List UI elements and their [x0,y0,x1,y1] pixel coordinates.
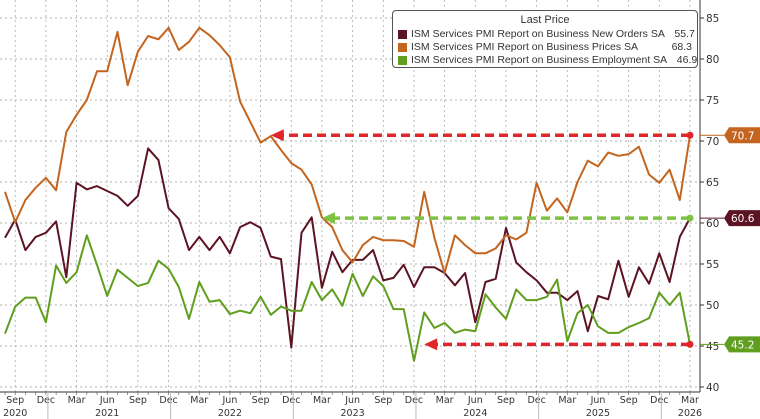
legend-value: 68.3 [671,41,692,53]
x-tick-label: Jun [344,395,360,406]
legend-item-new-orders: ISM Services PMI Report on Business New … [398,28,695,41]
y-tick-label: 80 [706,54,719,66]
x-year-label: 2022 [218,408,242,419]
y-tick-label: 70 [706,136,719,148]
arrow-end-dot [686,131,694,139]
legend-label: ISM Services PMI Report on Business Empl… [411,54,668,66]
y-tick-label: 85 [706,13,719,25]
x-year-label: 2025 [586,408,610,419]
x-tick-label: Sep [620,395,638,406]
legend-item-employment: ISM Services PMI Report on Business Empl… [398,54,697,67]
x-year-label: 2023 [341,408,365,419]
y-tick-label: 50 [706,300,719,312]
x-tick-label: Jun [99,395,115,406]
annotations [270,129,694,351]
series-lines [4,26,691,362]
y-tick-label: 65 [706,177,719,189]
legend-swatch [398,43,407,52]
x-tick-label: Sep [252,395,270,406]
x-year-label: 2021 [95,408,119,419]
last-value-tag [724,336,760,353]
legend-value: 55.7 [674,28,695,40]
x-tick-label: Jun [222,395,238,406]
arrowhead-icon [321,212,335,225]
x-tick-label: Mar [558,395,576,406]
x-tick-label: Mar [436,395,454,406]
y-tick-label: 55 [706,259,719,271]
x-tick-label: Dec [37,395,55,406]
x-year-label: 2026 [678,408,702,419]
series-employment [4,234,691,362]
last-value-label: 70.7 [731,130,754,142]
x-tick-label: Sep [497,395,515,406]
x-tick-label: Mar [313,395,331,406]
last-value-tag [724,210,760,227]
series-line [4,26,691,274]
x-tick-label: Sep [6,395,24,406]
x-year-label: 2020 [3,408,27,419]
legend-label: ISM Services PMI Report on Business Pric… [411,41,638,53]
legend-title: Last Price [520,14,570,26]
legend-label: ISM Services PMI Report on Business New … [411,28,665,40]
x-tick-label: Mar [190,395,208,406]
y-tick-label: 40 [706,382,719,394]
x-tick-label: Jun [467,395,483,406]
legend-swatch [398,30,407,39]
arrowhead-icon [270,129,284,142]
arrowhead-icon [424,338,438,351]
legend-value: 46.9 [676,54,698,66]
series-new-orders [4,147,691,349]
arrow-end-dot [686,214,694,222]
y-tick-label: 75 [706,95,719,107]
x-tick-label: Sep [129,395,147,406]
x-tick-label: Jun [590,395,606,406]
last-value-tag [724,127,760,144]
y-tick-label: 45 [706,341,719,353]
y-tick-label: 60 [706,218,719,230]
x-tick-label: Dec [282,395,300,406]
series-line [4,147,691,349]
y-axis: 40 45 50 55 60 65 70 75 80 85 70.7 60.6 45.2 [699,0,760,394]
x-tick-label: Dec [159,395,177,406]
x-tick-label: Mar [681,395,699,406]
legend-item-prices: ISM Services PMI Report on Business Pric… [398,41,692,54]
last-value-label: 45.2 [731,339,754,351]
x-tick-label: Sep [374,395,392,406]
legend-swatch [398,56,407,65]
series-prices [4,26,691,274]
x-tick-label: Dec [527,395,545,406]
series-line [4,234,691,362]
x-tick-label: Dec [405,395,423,406]
arrow-end-dot [686,340,694,348]
legend: Last Price ISM Services PMI Report on Bu… [392,10,698,68]
x-tick-label: Dec [650,395,668,406]
x-tick-label: Mar [68,395,86,406]
x-year-label: 2024 [463,408,487,419]
last-value-label: 60.6 [731,213,755,225]
x-axis: Sep Dec Mar Jun Sep Dec Mar Jun Sep Dec Mar Jun Sep D… [0,391,702,419]
